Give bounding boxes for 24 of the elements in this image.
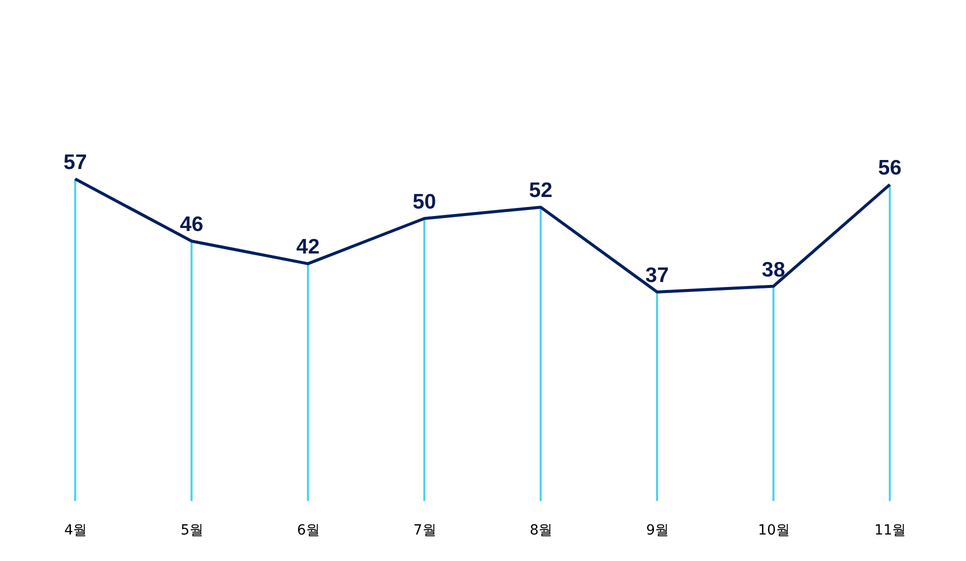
data-label: 37 (645, 264, 669, 287)
x-tick-label: 10월 (758, 522, 790, 538)
x-tick-label: 8월 (530, 522, 553, 538)
bar (656, 292, 658, 501)
x-tick-label: 7월 (413, 522, 436, 538)
x-tick-label: 5월 (180, 522, 204, 538)
bar (74, 178, 76, 501)
bar (540, 207, 542, 501)
bar (423, 218, 426, 501)
x-tick-label: 9월 (646, 522, 670, 538)
data-label: 57 (64, 150, 87, 174)
data-label: 46 (180, 213, 204, 236)
x-tick-label: 11월 (874, 522, 906, 538)
x-tick-label: 6월 (296, 522, 320, 538)
data-label: 38 (762, 258, 786, 282)
bar (888, 184, 891, 501)
x-tick-label: 4월 (64, 522, 88, 538)
bar (190, 241, 193, 501)
data-label: 42 (296, 236, 320, 259)
data-label: 52 (529, 179, 552, 202)
data-label: 56 (878, 156, 902, 180)
data-label: 50 (412, 190, 436, 214)
bar (772, 286, 774, 501)
bar (306, 264, 309, 501)
